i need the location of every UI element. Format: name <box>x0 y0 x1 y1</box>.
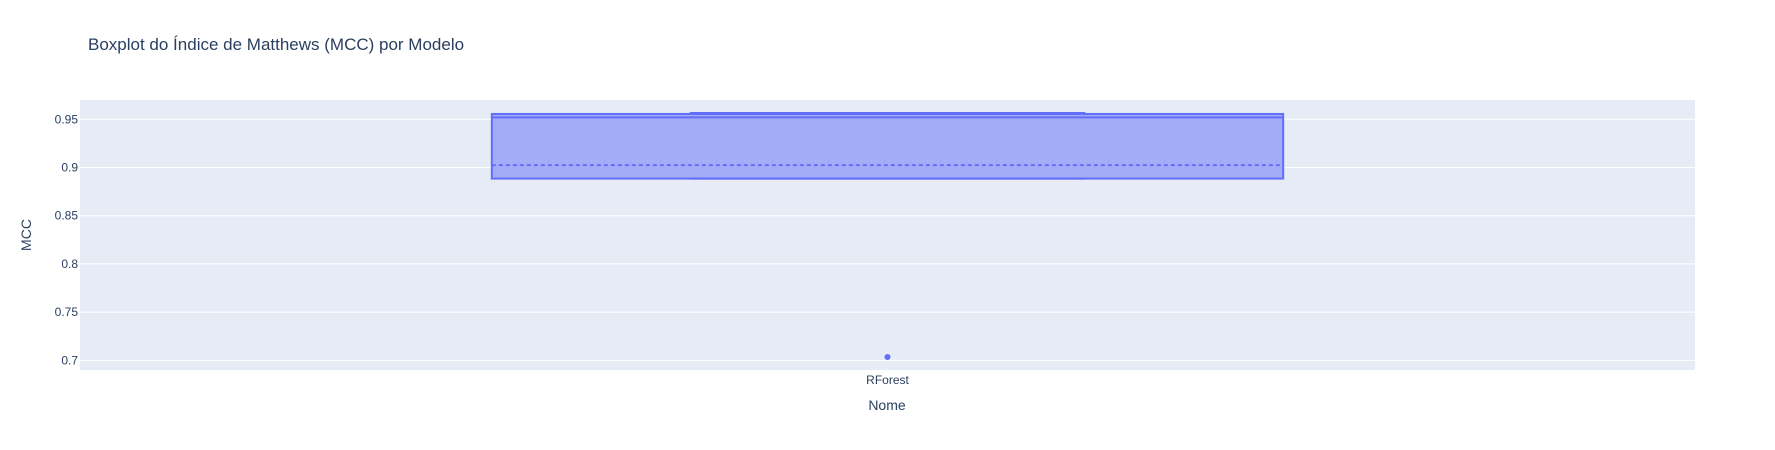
chart-title: Boxplot do Índice de Matthews (MCC) por … <box>88 35 464 54</box>
x-tick-label: RForest <box>866 373 909 387</box>
box-iqr <box>490 112 1285 180</box>
y-tick-label: 0.95 <box>55 112 79 126</box>
box-traces <box>490 112 1285 360</box>
y-tick-label: 0.9 <box>61 161 78 175</box>
y-tick-labels: 0.7 0.75 0.8 0.85 0.9 0.95 <box>55 112 79 367</box>
y-tick-label: 0.75 <box>55 305 79 319</box>
y-axis-title: MCC <box>18 219 34 251</box>
x-axis-title: Nome <box>868 397 906 413</box>
outlier-point <box>884 353 891 360</box>
x-tick-labels: RForest <box>866 373 909 387</box>
y-tick-label: 0.85 <box>55 209 79 223</box>
y-tick-label: 0.8 <box>61 257 78 271</box>
y-tick-label: 0.7 <box>61 353 78 367</box>
